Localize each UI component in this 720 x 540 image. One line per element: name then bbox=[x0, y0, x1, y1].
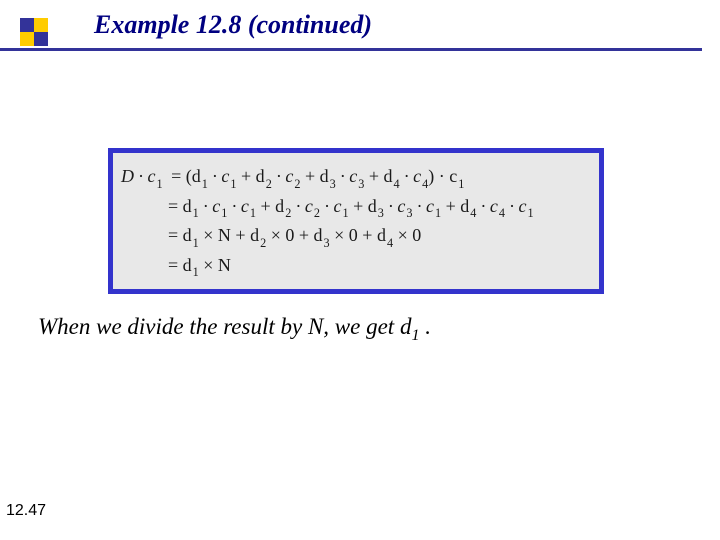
equation-line-2: = d1 · c1 · c1 + d2 · c2 · c1 + d3 · c3 … bbox=[121, 193, 591, 223]
eq1-s4c: 4 bbox=[421, 177, 428, 191]
page-number: 12.47 bbox=[6, 502, 46, 520]
bullet-square-blue-br bbox=[34, 32, 48, 46]
equation-box: D · c1 = (d1 · c1 + d2 · c2 + d3 · c3 + … bbox=[108, 148, 604, 294]
eq2-s1e: 1 bbox=[249, 206, 256, 220]
eq2-t2d: · c bbox=[320, 196, 342, 216]
eq1-s3: 3 bbox=[329, 177, 336, 191]
eq2-s4c: 4 bbox=[498, 206, 505, 220]
eq2-p1: + d bbox=[256, 196, 284, 216]
eq1-lhs-sub: 1 bbox=[156, 177, 163, 191]
eq1-s1c: 1 bbox=[229, 177, 236, 191]
body-text-pre: When we divide the result by N, we get d bbox=[38, 314, 411, 339]
equation-line-4: = d1 × N bbox=[121, 252, 591, 282]
title-underline bbox=[0, 48, 702, 51]
eq3-t1b: × N + d bbox=[199, 225, 259, 245]
eq2-t4d: · c bbox=[505, 196, 527, 216]
eq3-eq: = d bbox=[168, 225, 192, 245]
eq2-s4e: 1 bbox=[527, 206, 534, 220]
eq2-s4: 4 bbox=[469, 206, 476, 220]
eq3-t2b: × 0 + d bbox=[266, 225, 322, 245]
eq2-t1b: · c bbox=[199, 196, 221, 216]
eq1-lhs: D · c bbox=[121, 166, 156, 186]
eq2-t3d: · c bbox=[412, 196, 434, 216]
eq1-t3b: · c bbox=[336, 166, 358, 186]
eq3-s1: 1 bbox=[192, 236, 199, 250]
eq3-s3: 3 bbox=[323, 236, 330, 250]
bullet-square-blue-tl bbox=[20, 18, 34, 32]
bullet-square-yellow-tr bbox=[34, 18, 48, 32]
eq4-t1b: × N bbox=[199, 255, 231, 275]
equation-line-3: = d1 × N + d2 × 0 + d3 × 0 + d4 × 0 bbox=[121, 222, 591, 252]
eq1-s3c: 3 bbox=[357, 177, 364, 191]
body-text: When we divide the result by N, we get d… bbox=[38, 314, 431, 345]
bullet-square-yellow-bl bbox=[20, 32, 34, 46]
body-text-post: . bbox=[420, 314, 432, 339]
eq2-s3: 3 bbox=[377, 206, 384, 220]
eq1-close: ) · c bbox=[428, 166, 457, 186]
eq1-s4: 4 bbox=[393, 177, 400, 191]
body-text-sub: 1 bbox=[411, 327, 419, 344]
eq2-t1d: · c bbox=[227, 196, 249, 216]
eq1-s2: 2 bbox=[265, 177, 272, 191]
eq1-t1b: · c bbox=[208, 166, 230, 186]
eq2-p3: + d bbox=[441, 196, 469, 216]
eq1-p2: + d bbox=[300, 166, 328, 186]
eq2-t2b: · c bbox=[291, 196, 313, 216]
bullet-icon bbox=[20, 18, 48, 46]
eq2-s1: 1 bbox=[192, 206, 199, 220]
eq3-s2: 2 bbox=[259, 236, 266, 250]
eq1-open: = (d bbox=[167, 166, 201, 186]
eq2-s1c: 1 bbox=[220, 206, 227, 220]
eq2-p2: + d bbox=[349, 196, 377, 216]
eq2-s2c: 2 bbox=[313, 206, 320, 220]
eq2-t4b: · c bbox=[476, 196, 498, 216]
eq3-s4: 4 bbox=[386, 236, 393, 250]
eq2-s2e: 1 bbox=[341, 206, 348, 220]
eq1-s1: 1 bbox=[201, 177, 208, 191]
eq1-p3: + d bbox=[364, 166, 392, 186]
eq2-eq: = d bbox=[168, 196, 192, 216]
equation-line-1: D · c1 = (d1 · c1 + d2 · c2 + d3 · c3 + … bbox=[121, 163, 591, 193]
eq1-t4b: · c bbox=[400, 166, 422, 186]
eq3-t4b: × 0 bbox=[393, 225, 421, 245]
eq3-t3b: × 0 + d bbox=[330, 225, 386, 245]
eq2-t3b: · c bbox=[384, 196, 406, 216]
eq4-s1: 1 bbox=[192, 265, 199, 279]
eq1-t2b: · c bbox=[272, 166, 294, 186]
slide-title: Example 12.8 (continued) bbox=[94, 10, 372, 40]
eq2-s3e: 1 bbox=[434, 206, 441, 220]
eq4-eq: = d bbox=[168, 255, 192, 275]
eq1-p1: + d bbox=[237, 166, 265, 186]
eq1-close-sub: 1 bbox=[457, 177, 464, 191]
eq1-s2c: 2 bbox=[293, 177, 300, 191]
eq2-s3c: 3 bbox=[405, 206, 412, 220]
eq2-s2: 2 bbox=[284, 206, 291, 220]
